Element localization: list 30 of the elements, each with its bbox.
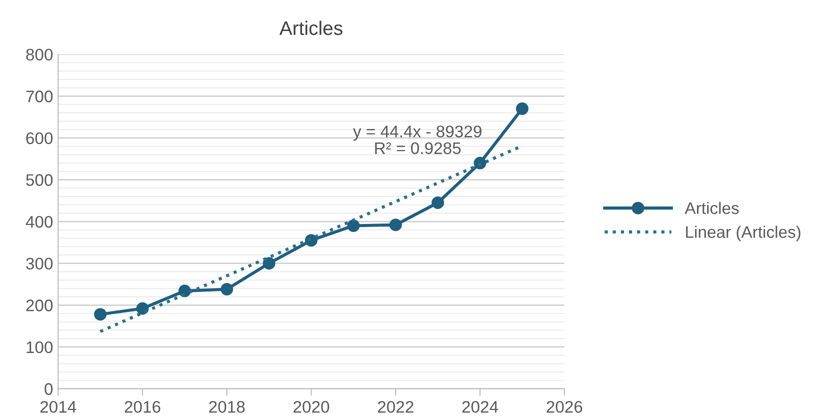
point bbox=[136, 302, 149, 315]
y-tick-label: 400 bbox=[26, 216, 53, 228]
y-tick-label: 700 bbox=[26, 90, 53, 102]
y-tick-label: 200 bbox=[26, 300, 53, 312]
point bbox=[262, 257, 276, 270]
x-tick-label: 2024 bbox=[462, 400, 498, 413]
x-tick-label: 2026 bbox=[546, 400, 582, 413]
point bbox=[94, 308, 107, 321]
annotation: R² = 0.9285 bbox=[375, 142, 461, 154]
x-tick-label: 2022 bbox=[378, 400, 414, 413]
x-tick-label: 2018 bbox=[209, 400, 245, 413]
legend-label: Articles bbox=[684, 202, 739, 214]
y-tick-label: 100 bbox=[26, 341, 53, 354]
y-tick-label: 800 bbox=[26, 48, 53, 61]
point bbox=[389, 218, 402, 232]
point bbox=[220, 283, 234, 296]
point bbox=[432, 196, 444, 209]
annotation: y = 44.4x - 89329 bbox=[352, 126, 482, 141]
legend-label: Linear (Articles) bbox=[686, 226, 800, 242]
y-tick-label: 300 bbox=[26, 258, 53, 270]
x-tick-label: 2020 bbox=[294, 400, 330, 413]
y-tick-label: 500 bbox=[26, 174, 53, 186]
chart-title: Articles bbox=[279, 20, 342, 36]
point bbox=[305, 234, 318, 247]
point bbox=[516, 102, 528, 115]
y-tick-label: 0 bbox=[44, 383, 53, 395]
x-tick-label: 2014 bbox=[40, 400, 76, 413]
x-tick-label: 2016 bbox=[124, 400, 160, 413]
point bbox=[347, 219, 360, 232]
y-tick-label: 600 bbox=[26, 132, 53, 144]
